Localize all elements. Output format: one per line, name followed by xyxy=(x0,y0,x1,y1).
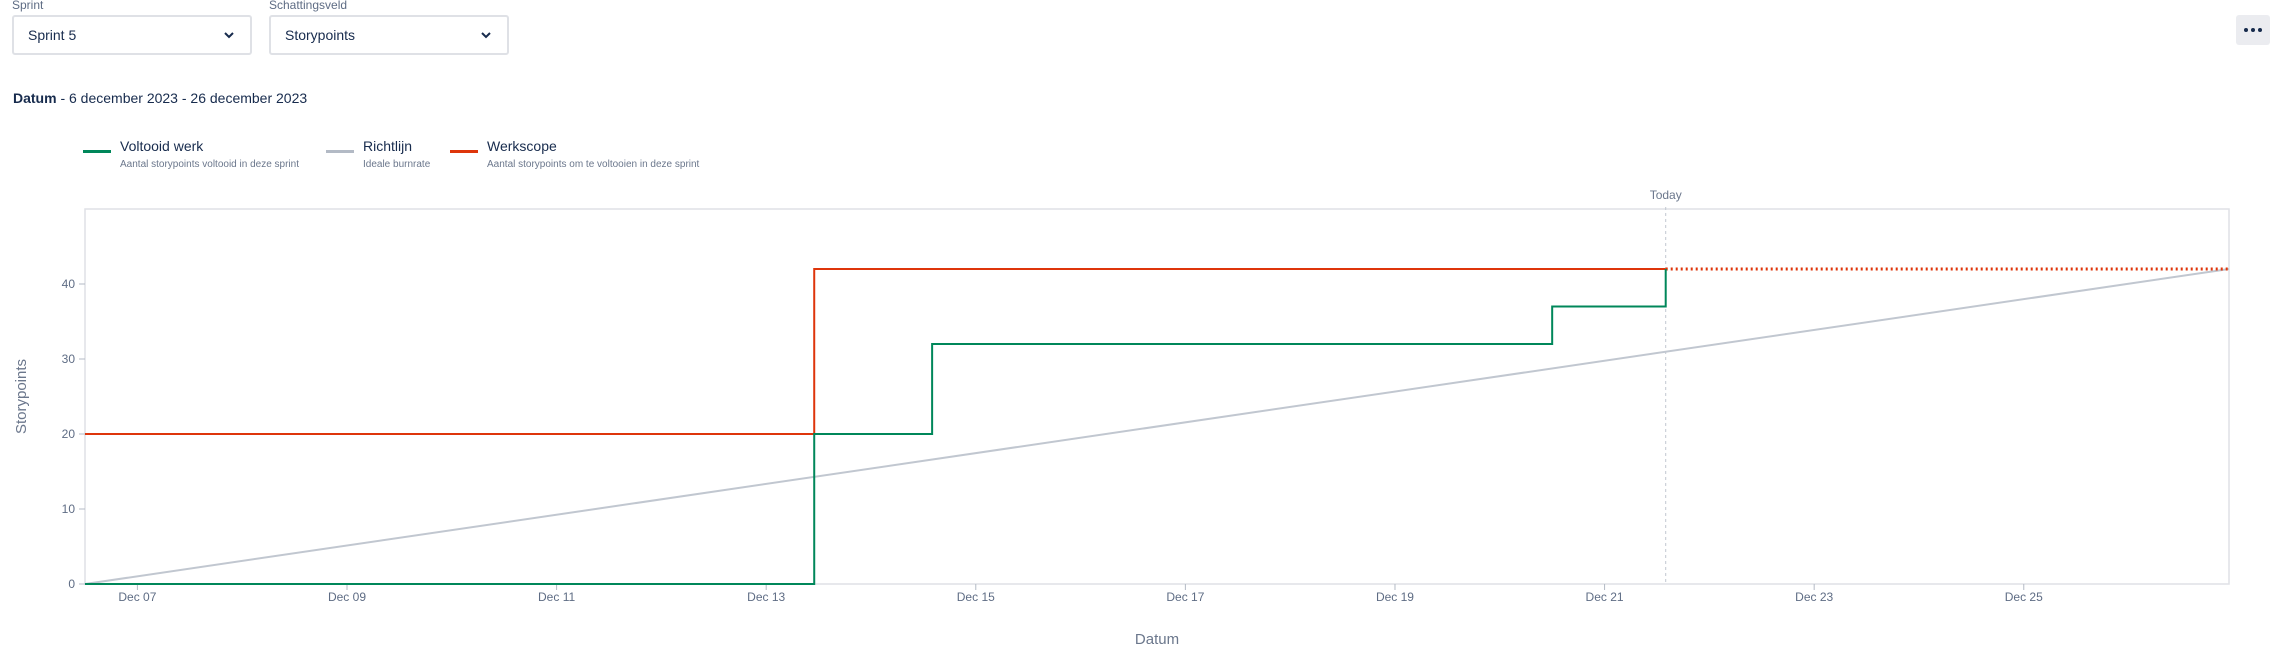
legend-desc: Aantal storypoints om te voltooien in de… xyxy=(487,159,700,170)
legend-swatch-werkscope xyxy=(450,150,478,153)
legend-title: Voltooid werk xyxy=(120,138,204,154)
legend-desc: Ideale burnrate xyxy=(363,159,431,170)
y-tick-label: 0 xyxy=(68,577,75,591)
x-tick-label: Dec 09 xyxy=(328,590,366,604)
chevron-down-icon xyxy=(224,32,234,39)
x-tick-label: Dec 07 xyxy=(118,590,156,604)
y-tick-label: 40 xyxy=(62,277,76,291)
x-tick-label: Dec 23 xyxy=(1795,590,1833,604)
y-tick-label: 30 xyxy=(62,352,76,366)
legend-swatch-richtlijn xyxy=(326,150,354,153)
series-line-richtlijn xyxy=(84,268,2230,585)
legend-title: Richtlijn xyxy=(363,138,413,154)
sprint-select-value: Sprint 5 xyxy=(28,27,77,43)
estimate-label: Schattingsveld xyxy=(269,0,348,12)
y-tick-label: 20 xyxy=(62,427,76,441)
sprint-label: Sprint xyxy=(12,0,44,12)
y-tick-label: 10 xyxy=(62,502,76,516)
burnup-chart: 0 10 20 30 40 Dec 07 Dec 09 Dec 11 Dec 13 Dec 15 D… xyxy=(13,188,2230,648)
today-label: Today xyxy=(1650,188,1682,202)
x-tick-label: Dec 11 xyxy=(538,590,575,604)
estimate-select[interactable]: Storypoints xyxy=(269,15,509,55)
legend-swatch-voltooid-werk xyxy=(83,150,111,153)
x-tick-label: Dec 19 xyxy=(1376,590,1414,604)
legend-desc: Aantal storypoints voltooid in deze spri… xyxy=(120,159,299,170)
estimate-select-value: Storypoints xyxy=(285,27,356,43)
more-horizontal-icon xyxy=(2244,28,2248,32)
series-line-werkscope xyxy=(85,268,1666,435)
chevron-down-icon xyxy=(481,32,491,39)
x-tick-label: Dec 21 xyxy=(1586,590,1624,604)
x-tick-label: Dec 15 xyxy=(957,590,995,604)
more-options-button[interactable] xyxy=(2236,15,2270,45)
x-tick-label: Dec 25 xyxy=(2005,590,2043,604)
x-tick-label: Dec 13 xyxy=(747,590,785,604)
date-range-text: - 6 december 2023 - 26 december 2023 xyxy=(56,90,308,106)
legend-title: Werkscope xyxy=(487,138,557,154)
sprint-select[interactable]: Sprint 5 xyxy=(12,15,252,55)
date-range: Datum - 6 december 2023 - 26 december 20… xyxy=(13,90,307,106)
y-axis-title: Storypoints xyxy=(13,359,30,434)
series-line-voltooid-werk xyxy=(85,269,1667,585)
x-tick-label: Dec 17 xyxy=(1166,590,1204,604)
plot-frame xyxy=(84,208,2230,585)
date-range-label: Datum xyxy=(13,90,57,106)
x-axis-title: Datum xyxy=(1135,631,1179,648)
